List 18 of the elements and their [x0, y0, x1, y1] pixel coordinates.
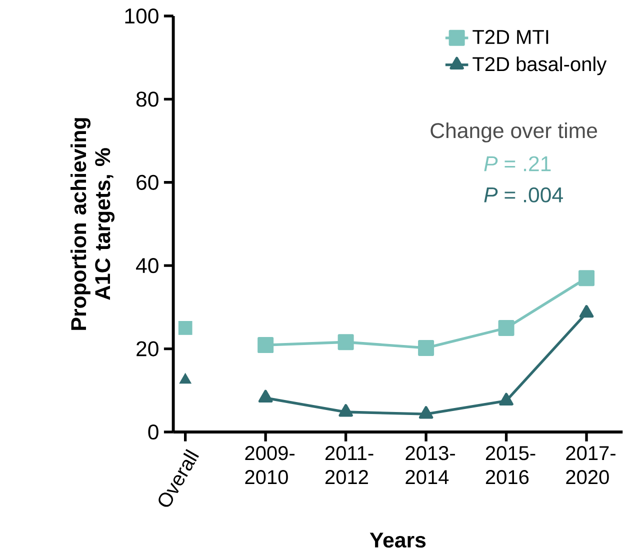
y-tick-label: 20: [136, 341, 158, 356]
x-tick-label: 2015-2016: [486, 446, 536, 484]
x-tick-label: 2017-2020: [566, 446, 616, 484]
x-axis-title: Years: [370, 532, 426, 548]
annotation: P = .21: [484, 156, 551, 172]
legend-label: T2D MTI: [472, 30, 548, 44]
x-tick-label: 2013-2014: [406, 446, 455, 484]
y-tick-label: 0: [148, 424, 158, 440]
y-tick-label: 100: [125, 8, 158, 24]
x-tick-label: 2009-2010: [245, 446, 294, 484]
y-tick-label: 40: [136, 258, 158, 274]
annotation: Change over time: [430, 122, 598, 142]
y-tick-label: 80: [136, 92, 158, 107]
annotation: P = .004: [484, 187, 563, 202]
x-tick-label: 2011-2012: [325, 446, 374, 484]
y-axis-title: Proportion achieving A1C targets, %: [70, 118, 115, 330]
y-tick-label: 60: [136, 174, 158, 190]
legend-label: T2D basal-only: [472, 56, 607, 76]
